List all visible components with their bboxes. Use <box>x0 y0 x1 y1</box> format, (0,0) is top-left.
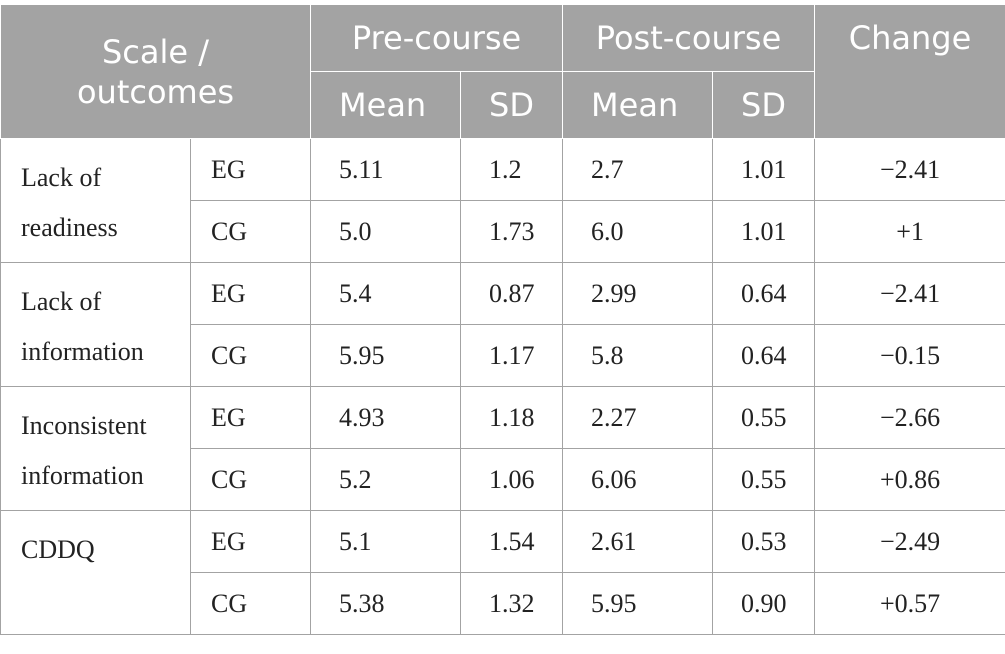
scale-label: CDDQ <box>0 510 191 635</box>
post-sd-cell: 0.90 <box>712 572 816 635</box>
change-cell: −0.15 <box>814 324 1005 387</box>
post-mean-cell: 2.27 <box>562 386 714 449</box>
post-sd-cell: 1.01 <box>712 138 816 201</box>
header-scale-outcomes: Scale / outcomes <box>0 4 312 139</box>
post-mean-cell: 6.0 <box>562 200 714 263</box>
table-body: Lack of readiness EG 5.11 1.2 2.7 1.01 −2.41 CG… <box>0 138 1005 635</box>
pre-sd-cell: 1.54 <box>460 510 564 573</box>
header-pre-course: Pre-course <box>310 4 564 72</box>
pre-mean-cell: 5.11 <box>310 138 462 201</box>
group-label: CG <box>189 572 312 635</box>
scale-label: Lack of readiness <box>0 138 191 263</box>
post-sd-cell: 0.64 <box>712 324 816 387</box>
post-mean-cell: 5.95 <box>562 572 714 635</box>
table-row: CG 5.95 1.17 5.8 0.64 −0.15 <box>1 324 1005 387</box>
pre-mean-cell: 5.38 <box>310 572 462 635</box>
post-mean-cell: 2.7 <box>562 138 714 201</box>
pre-mean-cell: 5.4 <box>310 262 462 325</box>
group-label: CG <box>189 200 312 263</box>
post-mean-cell: 2.99 <box>562 262 714 325</box>
scale-label: Lack of information <box>0 262 191 387</box>
group-label: EG <box>189 262 312 325</box>
post-mean-cell: 6.06 <box>562 448 714 511</box>
post-mean-cell: 2.61 <box>562 510 714 573</box>
header-post-course: Post-course <box>562 4 816 72</box>
pre-sd-cell: 1.18 <box>460 386 564 449</box>
pre-mean-cell: 5.95 <box>310 324 462 387</box>
pre-mean-cell: 5.1 <box>310 510 462 573</box>
pre-sd-cell: 1.32 <box>460 572 564 635</box>
results-table: Scale / outcomes Pre-course Post-course … <box>0 4 1005 635</box>
table-row: Inconsistent information EG 4.93 1.18 2.27 0.… <box>0 386 1005 511</box>
change-cell: −2.49 <box>814 510 1005 573</box>
group-label: CG <box>189 448 312 511</box>
table-header: Scale / outcomes Pre-course Post-course … <box>0 4 1005 139</box>
table-row: Lack of readiness EG 5.11 1.2 2.7 1.01 −2.41 <box>0 138 1005 263</box>
group-label: EG <box>189 510 312 573</box>
post-mean-cell: 5.8 <box>562 324 714 387</box>
table-row: CG 5.38 1.32 5.95 0.90 +0.57 <box>1 572 1005 635</box>
change-cell: +1 <box>814 200 1005 263</box>
change-cell: −2.41 <box>814 138 1005 201</box>
pre-sd-cell: 1.2 <box>460 138 564 201</box>
pre-sd-cell: 1.17 <box>460 324 564 387</box>
pre-mean-cell: 4.93 <box>310 386 462 449</box>
group-label: EG <box>189 138 312 201</box>
post-sd-cell: 0.64 <box>712 262 816 325</box>
post-sd-cell: 0.55 <box>712 386 816 449</box>
change-cell: −2.66 <box>814 386 1005 449</box>
header-post-sd: SD <box>712 71 816 139</box>
change-cell: −2.41 <box>814 262 1005 325</box>
post-sd-cell: 0.55 <box>712 448 816 511</box>
post-sd-cell: 0.53 <box>712 510 816 573</box>
pre-sd-cell: 0.87 <box>460 262 564 325</box>
group-label: EG <box>189 386 312 449</box>
table-row: Lack of information EG 5.4 0.87 2.99 0.64 −2.4… <box>0 262 1005 387</box>
header-post-mean: Mean <box>562 71 714 139</box>
pre-mean-cell: 5.2 <box>310 448 462 511</box>
pre-sd-cell: 1.06 <box>460 448 564 511</box>
change-cell: +0.86 <box>814 448 1005 511</box>
table-row: CG 5.2 1.06 6.06 0.55 +0.86 <box>1 448 1005 511</box>
post-sd-cell: 1.01 <box>712 200 816 263</box>
change-cell: +0.57 <box>814 572 1005 635</box>
table-row: CDDQ EG 5.1 1.54 2.61 0.53 −2.49 <box>0 510 1005 635</box>
scale-label: Inconsistent information <box>0 386 191 511</box>
group-label: CG <box>189 324 312 387</box>
header-change: Change <box>814 4 1005 139</box>
pre-sd-cell: 1.73 <box>460 200 564 263</box>
header-pre-sd: SD <box>460 71 564 139</box>
pre-mean-cell: 5.0 <box>310 200 462 263</box>
header-pre-mean: Mean <box>310 71 462 139</box>
